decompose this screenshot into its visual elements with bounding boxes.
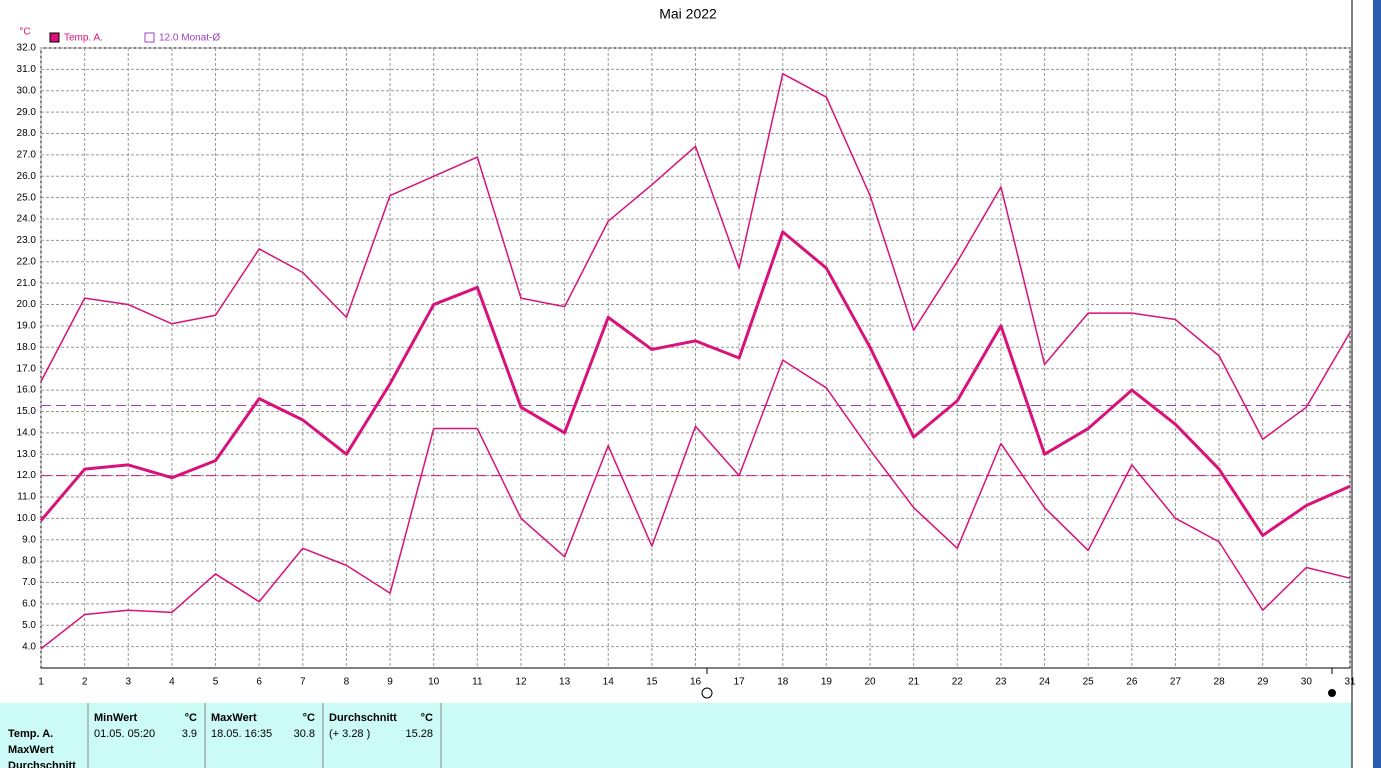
moon-full (701, 687, 713, 699)
x-tick-label: 11 (472, 677, 483, 688)
x-tick-label: 19 (821, 677, 833, 688)
x-tick-label: 29 (1257, 677, 1269, 688)
y-tick-label: 30.0 (17, 85, 37, 96)
y-tick-label: 27.0 (17, 150, 37, 161)
x-tick-label: 22 (952, 677, 964, 688)
y-tick-label: 17.0 (17, 363, 37, 374)
stats-header: MinWert (94, 712, 138, 724)
y-unit: °C (19, 27, 30, 38)
x-tick-label: 9 (387, 677, 393, 688)
y-tick-label: 18.0 (17, 342, 37, 353)
x-tick-label: 28 (1214, 677, 1226, 688)
x-tick-label: 23 (995, 677, 1007, 688)
x-tick-label: 12 (515, 677, 527, 688)
chart-title: Mai 2022 (659, 6, 717, 22)
y-tick-label: 20.0 (17, 299, 37, 310)
y-tick-label: 8.0 (22, 556, 36, 567)
y-tick-label: 15.0 (17, 406, 37, 417)
x-tick-label: 1 (38, 677, 44, 688)
x-tick-label: 26 (1126, 677, 1138, 688)
stats-unit: °C (185, 712, 197, 724)
y-tick-label: 29.0 (17, 107, 37, 118)
x-tick-label: 17 (734, 677, 746, 688)
y-tick-label: 14.0 (17, 427, 37, 438)
stats-row-label: Durchschnitt (8, 760, 76, 768)
stats-unit: °C (421, 712, 433, 724)
series-line (39, 230, 1351, 537)
y-tick-label: 21.0 (17, 278, 37, 289)
x-tick-label: 6 (256, 677, 262, 688)
x-tick-label: 27 (1170, 677, 1182, 688)
legend-swatch (49, 32, 60, 43)
y-tick-label: 9.0 (22, 534, 36, 545)
y-tick-label: 26.0 (17, 171, 37, 182)
x-tick-label: 10 (428, 677, 440, 688)
x-tick-label: 2 (82, 677, 88, 688)
x-tick-label: 18 (777, 677, 789, 688)
stats-value: 15.28 (405, 728, 433, 740)
x-tick-label: 5 (213, 677, 219, 688)
y-tick-label: 25.0 (17, 192, 37, 203)
x-tick-label: 31 (1344, 677, 1356, 688)
stats-header: MaxWert (211, 712, 257, 724)
stats-row-label: Temp. A. (8, 728, 53, 740)
series-line (40, 72, 1351, 440)
y-tick-label: 16.0 (17, 385, 37, 396)
x-tick-label: 14 (603, 677, 615, 688)
legend-label: Temp. A. (64, 33, 103, 44)
series-line (40, 359, 1351, 650)
x-tick-label: 24 (1039, 677, 1051, 688)
stats-row-label: MaxWert (8, 744, 54, 756)
y-tick-label: 32.0 (17, 43, 37, 54)
y-tick-label: 28.0 (17, 128, 37, 139)
stats-value: 30.8 (294, 728, 315, 740)
y-tick-label: 31.0 (17, 64, 37, 75)
x-tick-label: 15 (646, 677, 658, 688)
stats-when: 18.05. 16:35 (211, 728, 272, 740)
legend-label: 12.0 Monat-Ø (159, 33, 220, 44)
stats-when: (+ 3.28 ) (329, 728, 370, 740)
legend-swatch (144, 32, 155, 43)
y-tick-label: 13.0 (17, 449, 37, 460)
x-tick-label: 13 (559, 677, 571, 688)
x-tick-label: 16 (690, 677, 702, 688)
y-tick-label: 4.0 (22, 641, 36, 652)
x-tick-label: 20 (864, 677, 876, 688)
y-tick-label: 12.0 (17, 470, 37, 481)
y-tick-label: 24.0 (17, 214, 37, 225)
y-tick-label: 22.0 (17, 256, 37, 267)
moon-new (1328, 689, 1336, 697)
y-tick-label: 6.0 (22, 599, 36, 610)
stats-unit: °C (303, 712, 315, 724)
x-tick-label: 21 (908, 677, 920, 688)
y-tick-label: 11.0 (17, 492, 36, 503)
x-tick-label: 3 (125, 677, 131, 688)
y-tick-label: 23.0 (17, 235, 37, 246)
y-tick-label: 10.0 (17, 513, 37, 524)
stats-header: Durchschnitt (329, 712, 397, 724)
stats-value: 3.9 (182, 728, 197, 740)
x-tick-label: 25 (1083, 677, 1095, 688)
y-tick-label: 19.0 (17, 321, 37, 332)
x-tick-label: 4 (169, 677, 175, 688)
x-tick-label: 7 (300, 677, 306, 688)
stats-panel (0, 703, 1352, 768)
y-tick-label: 7.0 (22, 577, 36, 588)
stats-when: 01.05. 05:20 (94, 728, 155, 740)
desktop-strip (1373, 0, 1381, 768)
y-tick-label: 5.0 (22, 620, 36, 631)
x-tick-label: 30 (1301, 677, 1313, 688)
x-tick-label: 8 (344, 677, 350, 688)
